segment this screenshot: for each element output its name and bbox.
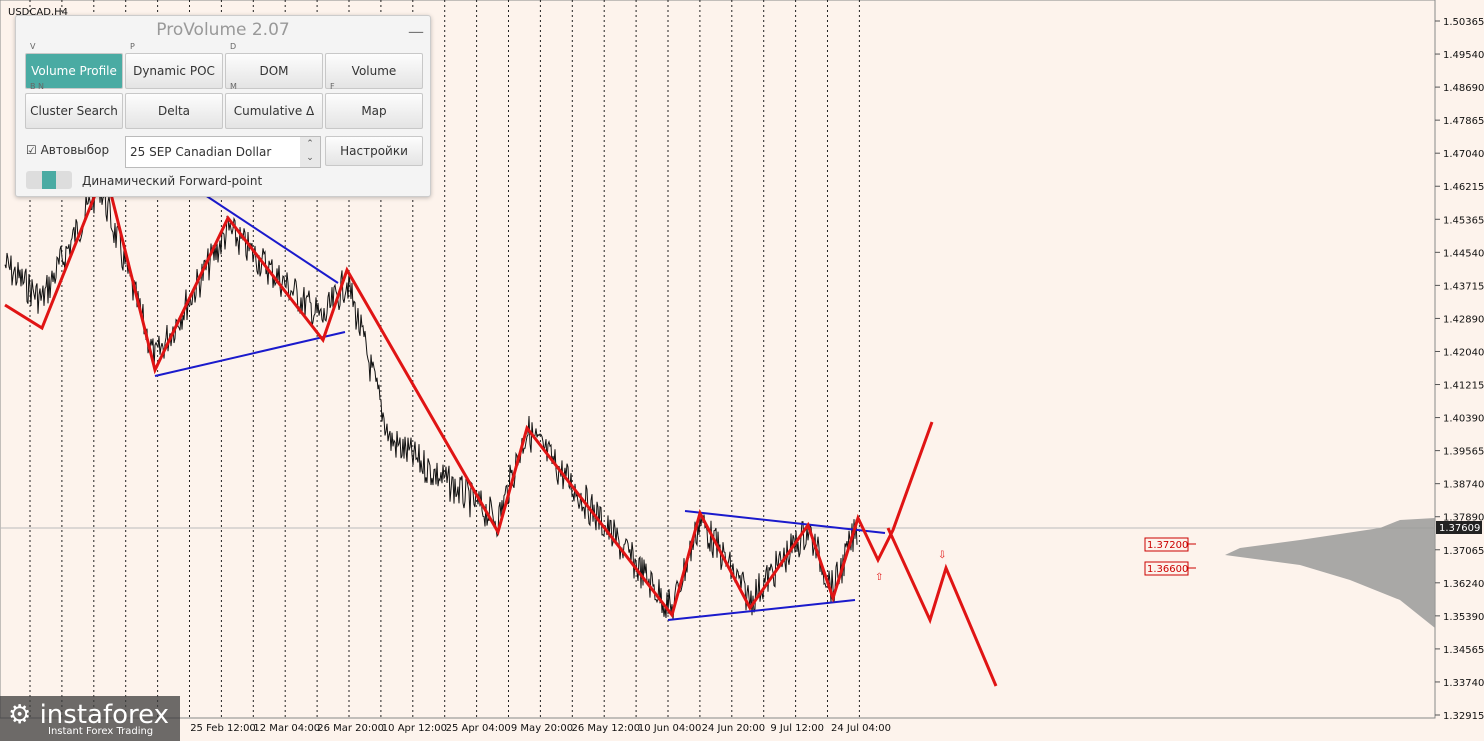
price-tag: 1.36600	[1147, 564, 1188, 575]
y-tick-label: 1.39565	[1443, 447, 1484, 458]
settings-button[interactable]: Настройки	[325, 136, 423, 166]
hotkey: M	[230, 82, 237, 91]
plot-frame	[0, 0, 1436, 719]
hotkey: F	[330, 82, 335, 91]
y-tick-label: 1.41215	[1443, 381, 1484, 392]
x-tick-label: 10 Jun 04:00	[638, 723, 702, 734]
mode-button[interactable]: Cluster Search B N	[25, 82, 123, 129]
arrow-down: ⇩	[938, 550, 946, 561]
label: Автовыбор	[40, 143, 110, 157]
button-label: Volume	[351, 64, 397, 78]
x-tick-label: 9 Jul 12:00	[770, 723, 824, 734]
y-tick-label: 1.42890	[1443, 314, 1484, 325]
x-tick-label: 26 May 12:00	[572, 723, 641, 734]
button-label: Delta	[157, 104, 190, 118]
hotkey: P	[130, 42, 135, 51]
toggle[interactable]	[26, 171, 72, 189]
y-tick-label: 1.47040	[1443, 149, 1484, 160]
hotkey: B N	[30, 82, 45, 91]
y-tick-label: 1.46215	[1443, 182, 1484, 193]
y-tick-label: 1.34565	[1443, 645, 1484, 656]
brand: ⚙ instaforex	[8, 700, 170, 730]
mode-button[interactable]: Volume	[325, 53, 423, 89]
toggle-label: Динамический Forward-point	[82, 174, 263, 188]
panel-title: ProVolume 2.07	[156, 20, 290, 40]
y-tick-label: 1.44540	[1443, 248, 1484, 259]
symbol: USDCAD,H4	[8, 7, 68, 18]
provolume-panel: ProVolume 2.07 — Volume Profile V Dynamic …	[15, 15, 431, 197]
x-tick-label: 10 Apr 12:00	[382, 723, 447, 734]
x-tick-label: 26 Mar 20:00	[317, 723, 384, 734]
y-tick-label: 1.47865	[1443, 116, 1484, 127]
x-tick-label: 9 May 20:00	[511, 723, 573, 734]
watermark: ⚙ instaforex Instant Forex Trading	[0, 696, 180, 741]
y-tick-label: 1.43715	[1443, 281, 1484, 292]
mode-button[interactable]: Map F	[325, 82, 423, 129]
y-tick-label: 1.36240	[1443, 579, 1484, 590]
arrow-up: ⇧	[875, 572, 883, 583]
button-label: DOM	[259, 64, 289, 78]
hotkey: D	[230, 42, 237, 51]
mode-button[interactable]: Dynamic POC P	[125, 42, 223, 89]
tagline: Instant Forex Trading	[48, 726, 154, 737]
y-tick-label: 1.49540	[1443, 50, 1484, 61]
y-tick-label: 1.32915	[1443, 711, 1484, 722]
zigzag	[4, 165, 934, 619]
x-tick-label: 25 Apr 04:00	[446, 723, 511, 734]
y-tick-label: 1.42040	[1443, 347, 1484, 358]
x-tick-label: 12 Mar 04:00	[253, 723, 320, 734]
mode-button[interactable]: Cumulative Δ M	[225, 82, 323, 129]
current-price-box	[1436, 521, 1482, 534]
x-tick-label: 25 Feb 12:00	[190, 723, 256, 734]
instrument-select[interactable]: 25 SEP Canadian Dollar ⌃ ⌄	[125, 136, 321, 168]
minimize[interactable]: —	[408, 22, 424, 41]
button-label: Cluster Search	[30, 104, 118, 118]
y-tick-label: 1.48690	[1443, 83, 1484, 94]
price-series	[4, 172, 858, 620]
y-tick-label: 1.33740	[1443, 678, 1484, 689]
instrument: 25 SEP Canadian Dollar	[130, 145, 272, 159]
mode-button[interactable]: DOM D	[225, 42, 323, 89]
button-label: Map	[361, 104, 387, 118]
y-tick-label: 1.37065	[1443, 546, 1484, 557]
brand-text: instaforex	[39, 700, 170, 730]
y-tick-label: 1.38740	[1443, 480, 1484, 491]
mode-button[interactable]: Delta	[125, 93, 223, 129]
button-label: Cumulative Δ	[233, 104, 315, 118]
x-tick-label: 24 Jul 04:00	[831, 723, 891, 734]
button-label: Volume Profile	[31, 64, 117, 78]
volume-profile	[1225, 518, 1435, 628]
price-tag: 1.37200	[1147, 540, 1188, 551]
y-tick-label: 1.37890	[1443, 513, 1484, 524]
mode-button[interactable]: Volume Profile V	[25, 42, 123, 89]
current-price: 1.37609	[1439, 523, 1480, 534]
y-tick-label: 1.40390	[1443, 414, 1484, 425]
auto-select[interactable]: ☑ Автовыбор	[26, 143, 110, 157]
trendlines	[154, 194, 886, 621]
forecast	[886, 527, 998, 687]
x-tick-label: 24 Jun 20:00	[702, 723, 766, 734]
hotkey: V	[30, 42, 36, 51]
y-tick-label: 1.45365	[1443, 215, 1484, 226]
y-tick-label: 1.35390	[1443, 612, 1484, 623]
button-label: Dynamic POC	[133, 64, 215, 78]
y-tick-label: 1.50365	[1443, 17, 1484, 28]
